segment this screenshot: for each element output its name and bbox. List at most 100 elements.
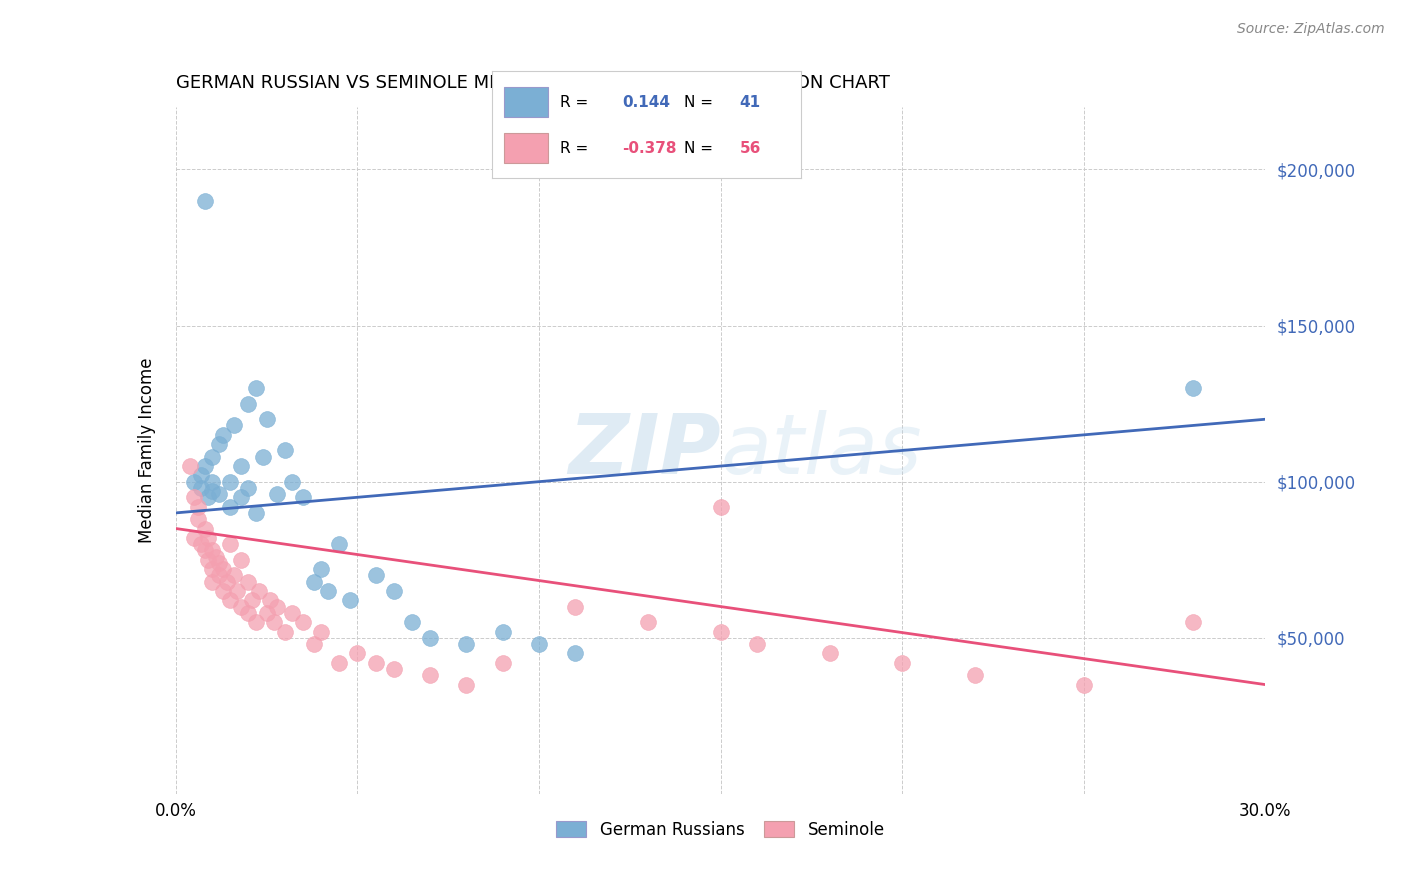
Point <box>215 574 238 589</box>
Point <box>231 490 253 504</box>
Point <box>256 606 278 620</box>
Point <box>219 500 242 514</box>
FancyBboxPatch shape <box>505 134 548 163</box>
Point <box>201 543 224 558</box>
Point <box>818 646 841 660</box>
Point <box>194 521 217 535</box>
Point <box>219 475 242 489</box>
Point <box>197 531 219 545</box>
Point <box>197 490 219 504</box>
Point <box>266 487 288 501</box>
Point <box>274 443 297 458</box>
Point <box>194 194 217 208</box>
Point <box>238 481 260 495</box>
Point <box>419 631 441 645</box>
Point <box>328 537 350 551</box>
Point <box>231 599 253 614</box>
Point <box>245 381 267 395</box>
Point <box>226 583 249 598</box>
Point <box>346 646 368 660</box>
Point <box>492 656 515 670</box>
Text: 0.144: 0.144 <box>621 95 671 110</box>
Point <box>710 624 733 639</box>
Point <box>637 615 659 630</box>
Point <box>197 552 219 567</box>
Point <box>204 549 226 564</box>
Point <box>281 606 304 620</box>
Text: 56: 56 <box>740 141 761 156</box>
Point <box>1181 381 1204 395</box>
Point <box>208 556 231 570</box>
Point <box>238 574 260 589</box>
Point <box>564 646 586 660</box>
Y-axis label: Median Family Income: Median Family Income <box>138 358 156 543</box>
Point <box>291 490 314 504</box>
Point <box>183 475 205 489</box>
Point <box>245 615 267 630</box>
Point <box>1181 615 1204 630</box>
Point <box>183 490 205 504</box>
Point <box>492 624 515 639</box>
Point <box>219 537 242 551</box>
Point <box>194 458 217 473</box>
Text: -0.378: -0.378 <box>621 141 676 156</box>
Text: N =: N = <box>683 141 713 156</box>
Point <box>527 637 550 651</box>
Point <box>963 668 986 682</box>
Point <box>212 427 235 442</box>
Point <box>186 512 209 526</box>
Text: 41: 41 <box>740 95 761 110</box>
Legend: German Russians, Seminole: German Russians, Seminole <box>548 813 893 847</box>
Point <box>419 668 441 682</box>
Text: N =: N = <box>683 95 713 110</box>
Point <box>190 468 212 483</box>
Point <box>219 593 242 607</box>
Point <box>240 593 263 607</box>
Point <box>186 500 209 514</box>
Point <box>291 615 314 630</box>
Point <box>281 475 304 489</box>
Point <box>208 568 231 582</box>
FancyBboxPatch shape <box>505 87 548 118</box>
Point <box>247 583 270 598</box>
Point <box>259 593 281 607</box>
Point <box>212 583 235 598</box>
Point <box>208 437 231 451</box>
Point <box>238 396 260 410</box>
Point <box>212 562 235 576</box>
Point <box>208 487 231 501</box>
Point <box>238 606 260 620</box>
Point <box>190 537 212 551</box>
Point <box>382 662 405 676</box>
Point <box>401 615 423 630</box>
Point <box>201 483 224 498</box>
Point <box>564 599 586 614</box>
Text: atlas: atlas <box>721 410 922 491</box>
Text: ZIP: ZIP <box>568 410 721 491</box>
Point <box>318 583 340 598</box>
Point <box>745 637 768 651</box>
Point <box>302 637 325 651</box>
Text: Source: ZipAtlas.com: Source: ZipAtlas.com <box>1237 22 1385 37</box>
Point <box>339 593 361 607</box>
Point <box>222 568 245 582</box>
Point <box>328 656 350 670</box>
Point <box>710 500 733 514</box>
Point <box>1073 678 1095 692</box>
Point <box>309 624 332 639</box>
Point <box>256 412 278 426</box>
Text: R =: R = <box>560 95 588 110</box>
Point <box>201 562 224 576</box>
Point <box>231 458 253 473</box>
Text: R =: R = <box>560 141 588 156</box>
Point <box>266 599 288 614</box>
Point <box>231 552 253 567</box>
Point <box>456 678 478 692</box>
Point <box>190 481 212 495</box>
Point <box>302 574 325 589</box>
Point <box>382 583 405 598</box>
Point <box>891 656 914 670</box>
Point <box>179 458 201 473</box>
Point <box>263 615 285 630</box>
Point <box>364 656 387 670</box>
